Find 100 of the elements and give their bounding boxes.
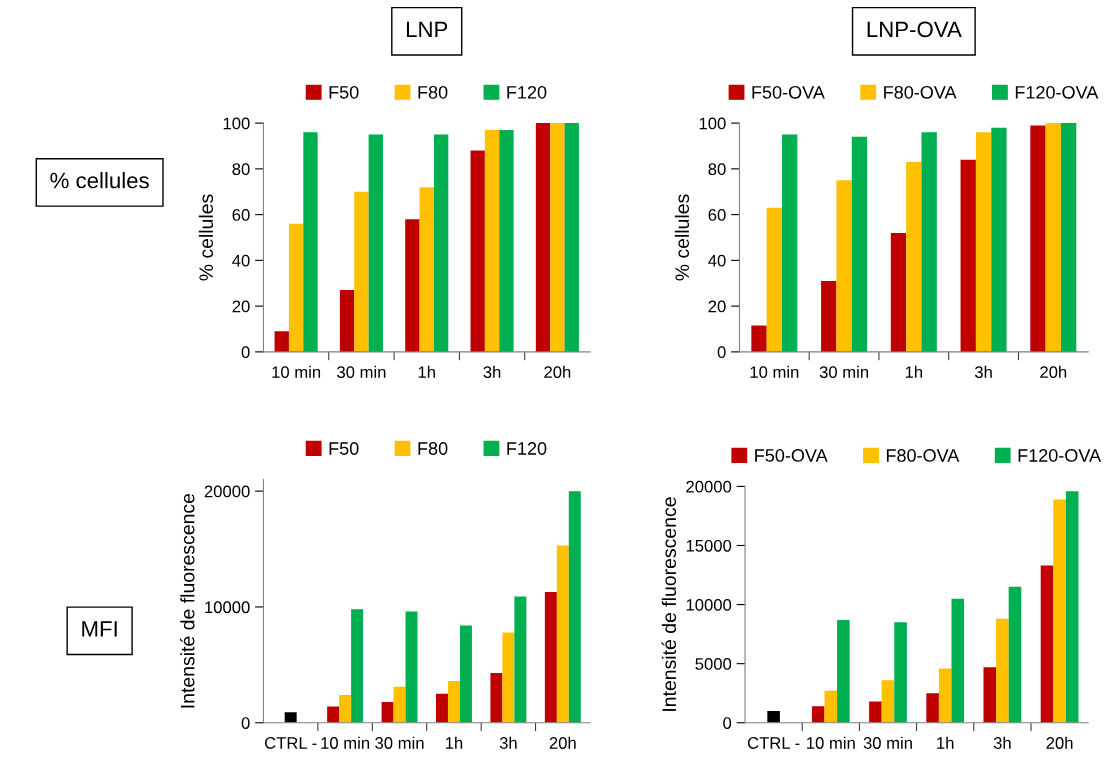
x-tick-label: 10 min [272,365,321,379]
bar [811,706,825,723]
y-tick-label: 40 [232,254,250,267]
bar [288,223,304,352]
bar [556,545,569,723]
bar [1040,565,1054,723]
bar [436,693,448,723]
bar [284,712,297,723]
bar [544,591,557,723]
y-tick-label: 20 [708,300,726,313]
text: % cellules [50,172,149,189]
y-tick-label: 100 [223,117,250,130]
text: MFI [82,621,117,637]
legend-label: F80 [418,442,448,455]
y-tick-label: 0 [723,717,732,729]
bar [869,701,882,723]
y-tick-label: 10000 [686,598,732,611]
bar [405,611,418,723]
legend-label: F120 [507,442,547,455]
bar [368,134,383,352]
y-tick-label: 20 [232,300,250,313]
y-tick-label: 80 [708,163,726,176]
x-tick-label: 30 min [375,736,424,749]
x-tick-label: 1h [418,365,435,378]
bar [405,219,420,352]
bar [821,280,837,352]
bar [1030,125,1046,352]
x-tick-label: 3h [974,365,992,379]
bar [459,625,472,723]
chart-title: LNP-OVA [867,21,962,38]
x-tick-label: 10 min [321,736,370,749]
x-tick-label: 1h [937,736,954,749]
bar [393,686,406,723]
x-tick-label: 3h [483,365,501,379]
x-tick-label: 20h [1040,365,1067,379]
bar [1008,586,1022,723]
bar [419,187,434,352]
bar [890,232,907,352]
x-tick-label: CTRL - [264,737,317,749]
legend-label: F50 [329,442,359,455]
bar [550,123,565,352]
y-axis-title: Intensité de fluorescence [180,493,195,708]
y-axis-title: Intensité de fluorescence [661,497,677,711]
bar [881,680,895,723]
bar [837,619,850,723]
chart-title: LNP [406,21,448,38]
bar [514,596,527,723]
x-tick-label: 1h [445,736,463,749]
bar [782,134,798,352]
x-tick-label: 20h [549,736,576,749]
legend-label: F50-OVA [752,85,825,99]
y-tick-label: 10000 [205,601,250,614]
y-tick-label: 5000 [695,658,732,670]
bar [767,710,780,723]
bar [535,123,551,352]
bar [351,609,364,723]
legend-label: F120-OVA [1018,449,1102,462]
y-tick-label: 0 [241,717,250,729]
bar [568,491,581,723]
bar [975,132,992,352]
legend-label: F80 [418,85,448,99]
bar [1053,499,1066,723]
y-axis-title: % cellules [198,194,214,281]
x-tick-label: 20h [1046,736,1073,749]
x-tick-label: 20h [544,365,571,379]
y-tick-label: 0 [241,346,250,359]
bar [447,681,460,723]
legend-label: F50-OVA [755,449,828,462]
bar [766,207,783,352]
x-tick-label: 3h [499,736,517,749]
x-tick-label: 30 min [337,365,386,379]
bar [490,672,503,723]
bar [926,693,939,723]
bar [564,123,579,352]
bar [851,136,868,352]
bar [499,129,514,352]
bar [996,618,1009,723]
bar [274,331,289,352]
y-tick-label: 15000 [686,539,732,552]
bar [951,598,965,723]
bar [339,694,352,723]
bar [339,290,355,352]
bar [836,180,852,352]
y-tick-label: 60 [232,209,250,221]
x-tick-label: 3h [993,736,1011,749]
bar [1045,123,1061,352]
x-tick-label: 10 min [807,736,855,749]
bar [433,134,449,352]
bar [502,632,515,723]
y-tick-label: 60 [708,209,726,221]
bar [303,132,318,352]
y-tick-label: 20000 [686,480,732,493]
legend-label: F80-OVA [884,85,957,99]
legend-label: F120 [507,85,547,99]
y-tick-label: 80 [232,163,250,176]
bar [1060,123,1077,352]
bar [1065,491,1079,723]
bar [327,706,340,723]
y-axis-title: % cellules [674,194,690,281]
x-tick-label: 30 min [819,365,869,379]
